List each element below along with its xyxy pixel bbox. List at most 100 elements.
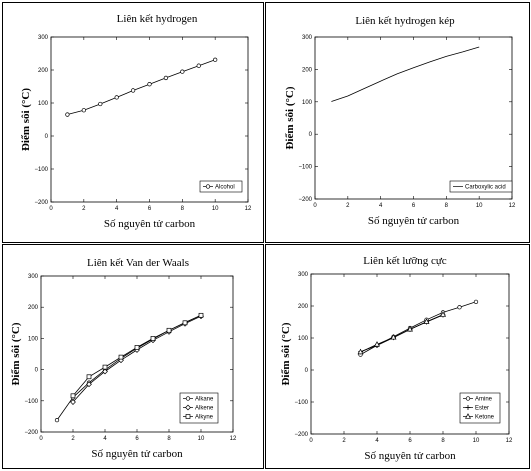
x-axis-label: Số nguyên tử carbon xyxy=(104,218,196,230)
legend-marker xyxy=(465,396,471,401)
data-point-alcohol xyxy=(98,101,103,107)
y-tick-label: 200 xyxy=(302,67,313,73)
y-tick-label: 300 xyxy=(298,272,309,278)
x-axis-label: Số nguyên tử carbon xyxy=(364,450,456,462)
x-tick-label: 8 xyxy=(441,438,445,444)
x-tick-label: 8 xyxy=(445,203,449,209)
data-point-alcohol xyxy=(213,57,218,62)
data-point-alkane xyxy=(54,417,60,423)
x-axis-label: Số nguyên tử carbon xyxy=(91,448,183,460)
data-point-ketone xyxy=(374,341,380,347)
legend-box xyxy=(199,180,243,193)
panel-frame-3 xyxy=(265,244,530,469)
x-tick-label: 4 xyxy=(375,438,379,444)
x-tick-label: 0 xyxy=(49,206,53,212)
legend: Alkane Alkene Alkyne xyxy=(179,392,219,424)
x-tick-label: 4 xyxy=(379,203,383,209)
chart-title: Liên kết hydrogen xyxy=(117,13,198,25)
y-tick-label: 300 xyxy=(302,35,313,41)
legend-marker xyxy=(185,414,191,419)
x-tick-label: 6 xyxy=(412,203,416,209)
data-point-alcohol xyxy=(180,69,185,74)
x-tick-label: 2 xyxy=(82,206,86,212)
x-tick-label: 10 xyxy=(476,203,483,209)
panel-frame-1 xyxy=(265,2,530,243)
y-tick-label: 0 xyxy=(35,368,39,374)
chart-title: Liên kết Van der Waals xyxy=(87,257,189,269)
data-point-ketone xyxy=(407,326,413,332)
y-tick-label: −100 xyxy=(24,399,38,405)
y-tick-label: 100 xyxy=(28,336,39,342)
data-point-amine xyxy=(457,305,462,310)
legend: Carboxylic acid xyxy=(449,180,513,193)
y-tick-label: 0 xyxy=(305,368,309,374)
chart-3: Liên kết Van der Waals 0 2 4 6 8 10 12 −200 −100 0… xyxy=(10,257,237,460)
x-tick-label: 2 xyxy=(71,436,75,442)
legend-label: Ester xyxy=(475,406,489,412)
x-tick-label: 0 xyxy=(309,438,313,444)
data-point-alkyne xyxy=(134,345,140,350)
series-line-carboxylic-acid xyxy=(331,46,480,102)
data-point-alcohol xyxy=(147,82,152,87)
x-tick-label: 12 xyxy=(245,206,252,212)
y-tick-label: 100 xyxy=(302,100,313,106)
y-axis-label: Điểm sôi (°C) xyxy=(284,86,296,149)
legend-marker xyxy=(185,396,191,401)
x-tick-label: 6 xyxy=(135,436,139,442)
chart-1: Liên kết hydrogen 0 2 4 6 8 10 12 −200 −100 0 100 20… xyxy=(20,13,252,230)
x-tick-label: 10 xyxy=(212,206,219,212)
data-point-ketone xyxy=(390,334,397,340)
y-tick-label: 300 xyxy=(38,35,49,41)
x-tick-label: 12 xyxy=(509,203,516,209)
data-point-alcohol xyxy=(65,112,70,117)
data-point-ketone xyxy=(440,311,446,317)
legend-label: Alkyne xyxy=(195,415,214,421)
x-tick-label: 8 xyxy=(167,436,171,442)
y-axis-label: Điểm sôi (°C) xyxy=(10,322,22,385)
y-tick-label: −100 xyxy=(294,400,308,406)
legend: Amine Ester Ketone xyxy=(459,392,501,424)
legend-marker xyxy=(185,404,191,411)
legend-label: Alcohol xyxy=(215,185,235,191)
data-point-alkyne xyxy=(182,320,188,326)
data-point-alkene xyxy=(102,368,108,375)
data-point-alcohol xyxy=(163,75,169,81)
x-tick-label: 6 xyxy=(148,206,152,212)
data-point-alkene xyxy=(70,399,76,405)
legend: Alcohol xyxy=(199,180,243,193)
data-point-alkyne xyxy=(118,354,124,360)
x-tick-label: 2 xyxy=(346,203,350,209)
data-point-alcohol xyxy=(81,108,86,113)
y-tick-label: −200 xyxy=(298,197,312,203)
y-tick-label: 100 xyxy=(38,101,49,107)
panel-frame-2 xyxy=(2,244,264,469)
data-point-alkyne xyxy=(150,336,156,341)
legend-marker xyxy=(205,184,211,189)
x-tick-label: 8 xyxy=(181,206,185,212)
y-tick-label: 200 xyxy=(38,68,49,74)
x-tick-label: 4 xyxy=(103,436,107,442)
y-tick-label: 0 xyxy=(309,132,313,138)
y-tick-label: −200 xyxy=(294,432,308,438)
x-tick-label: 4 xyxy=(115,206,119,212)
chart-title: Liên kết hydrogen kép xyxy=(355,15,455,27)
data-point-amine xyxy=(473,299,479,304)
x-tick-label: 12 xyxy=(506,438,513,444)
x-tick-label: 12 xyxy=(230,436,237,442)
data-point-alkyne xyxy=(166,327,172,333)
y-tick-label: 100 xyxy=(298,336,309,342)
x-tick-label: 10 xyxy=(198,436,205,442)
data-point-alcohol xyxy=(196,63,201,68)
y-tick-label: −200 xyxy=(34,200,48,206)
x-tick-label: 6 xyxy=(408,438,412,444)
legend-label: Amine xyxy=(475,397,493,403)
y-tick-label: −200 xyxy=(24,430,38,436)
legend-label: Ketone xyxy=(475,415,495,421)
data-point-alkyne xyxy=(198,312,204,318)
y-tick-label: −100 xyxy=(298,165,312,171)
legend-box xyxy=(449,180,513,193)
legend-marker xyxy=(465,413,471,419)
x-axis-label: Số nguyên tử carbon xyxy=(368,215,460,227)
chart-title: Liên kết lưỡng cực xyxy=(363,255,447,267)
